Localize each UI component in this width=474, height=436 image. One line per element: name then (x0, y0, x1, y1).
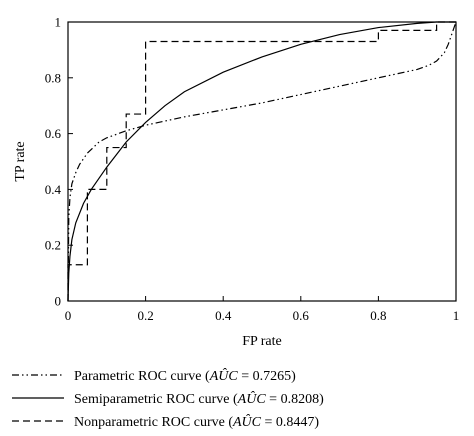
x-tick-label: 0.6 (293, 308, 310, 323)
legend: Parametric ROC curve (AÛC = 0.7265) Semip… (12, 367, 324, 430)
x-tick-label: 0.4 (215, 308, 232, 323)
plot-area (67, 21, 457, 302)
axes: 0 0.2 0.4 0.6 0.8 1 0 0.2 0.4 0.6 0.8 1 (45, 15, 460, 324)
x-axis-label: FP rate (242, 334, 282, 349)
legend-label-2: Nonparametric ROC curve (AÛC = 0.8447) (74, 413, 319, 430)
y-axis-label: TP rate (13, 141, 28, 181)
series-line-2 (67, 21, 456, 301)
x-tick-label: 1 (453, 308, 460, 323)
y-tick-label: 0.2 (45, 238, 61, 253)
y-tick-label: 0.4 (45, 182, 62, 197)
legend-label-0: Parametric ROC curve (AÛC = 0.7265) (74, 367, 296, 384)
series-line-1 (67, 21, 456, 302)
x-tick-label: 0.2 (137, 308, 153, 323)
plot-frame (67, 21, 457, 302)
y-tick-label: 0.6 (45, 126, 62, 141)
series-line-0 (67, 21, 457, 302)
y-tick-label: 0 (55, 294, 62, 309)
legend-label-1: Semiparametric ROC curve (AÛC = 0.8208) (74, 390, 324, 407)
x-tick-label: 0 (65, 308, 72, 323)
y-tick-label: 1 (55, 15, 62, 30)
x-tick-label: 0.8 (370, 308, 386, 323)
y-tick-label: 0.8 (45, 70, 61, 85)
